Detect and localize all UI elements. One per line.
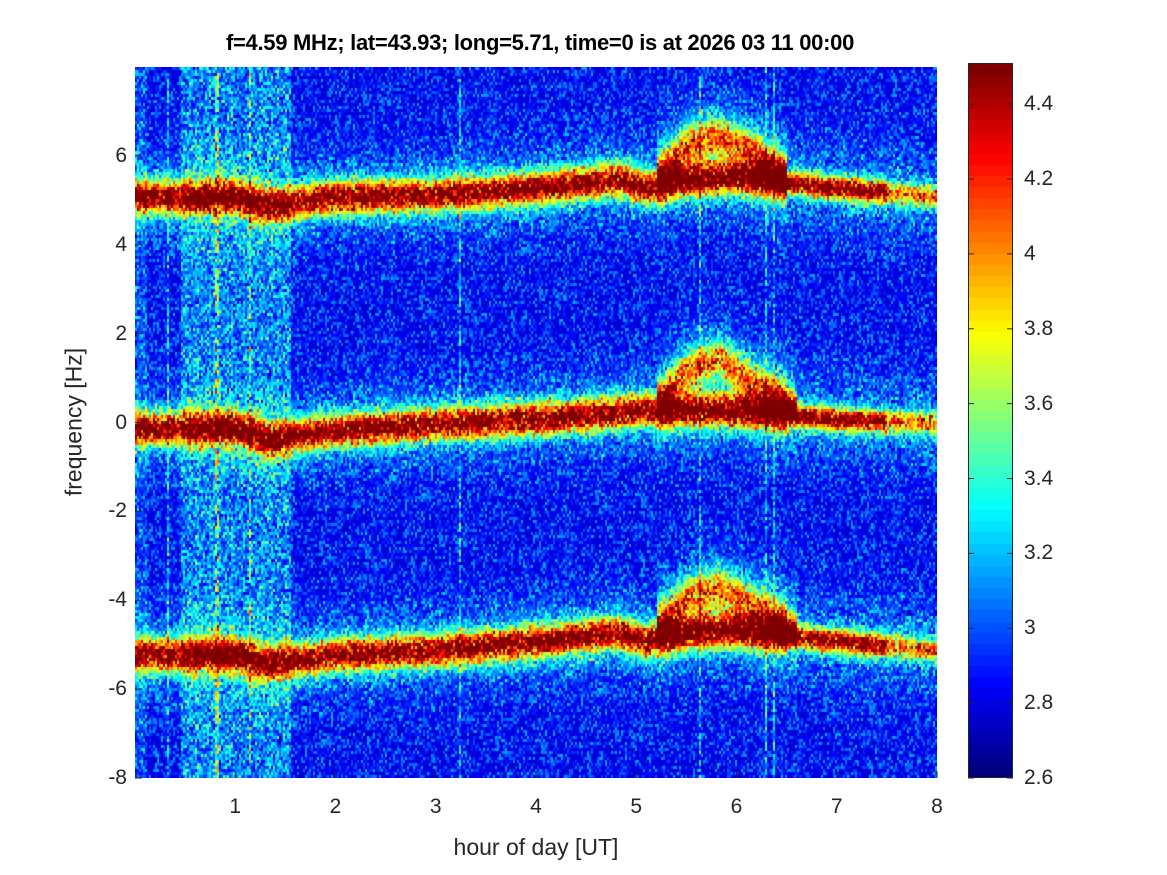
colorbar-tick-label: 2.8 bbox=[1024, 691, 1054, 715]
x-tick-label: 4 bbox=[530, 795, 542, 818]
plot-area bbox=[135, 67, 937, 778]
colorbar-tick-label: 3.2 bbox=[1024, 541, 1054, 565]
y-tick-label: 6 bbox=[115, 143, 127, 167]
chart-title: f=4.59 MHz; lat=43.93; long=5.71, time=0… bbox=[225, 30, 855, 55]
colorbar-tick-label: 4.4 bbox=[1024, 92, 1054, 116]
colorbar-tick-label: 3.8 bbox=[1024, 316, 1054, 340]
colorbar-gradient bbox=[969, 64, 1012, 777]
colorbar-tick-label: 3.6 bbox=[1024, 391, 1054, 415]
colorbar-tick-label: 3.4 bbox=[1024, 466, 1054, 490]
x-tick-label: 8 bbox=[931, 795, 943, 818]
x-tick-label: 1 bbox=[229, 795, 242, 818]
y-tick-label: 2 bbox=[115, 321, 127, 345]
spectrogram-heatmap bbox=[135, 67, 937, 778]
x-tick-label: 5 bbox=[630, 795, 643, 818]
colorbar bbox=[968, 63, 1013, 778]
y-tick-label: -2 bbox=[108, 499, 127, 523]
x-tick-label: 6 bbox=[730, 795, 743, 818]
x-tick-label: 7 bbox=[830, 795, 843, 818]
y-tick-label: -4 bbox=[108, 588, 127, 612]
colorbar-tick-label: 2.6 bbox=[1024, 766, 1054, 789]
y-tick-label: -6 bbox=[108, 677, 127, 701]
y-tick-label: 0 bbox=[115, 410, 127, 434]
colorbar-tick-label: 3 bbox=[1024, 616, 1036, 640]
colorbar-tick-label: 4.2 bbox=[1024, 167, 1054, 191]
y-tick-label: 4 bbox=[115, 232, 127, 256]
y-axis-label: frequency [Hz] bbox=[60, 347, 87, 497]
y-tick-label: -8 bbox=[108, 766, 127, 789]
x-tick-label: 2 bbox=[329, 795, 342, 818]
colorbar-tick-label: 4 bbox=[1024, 241, 1036, 265]
x-axis-label: hour of day [UT] bbox=[453, 834, 619, 860]
x-tick-label: 3 bbox=[429, 795, 442, 818]
